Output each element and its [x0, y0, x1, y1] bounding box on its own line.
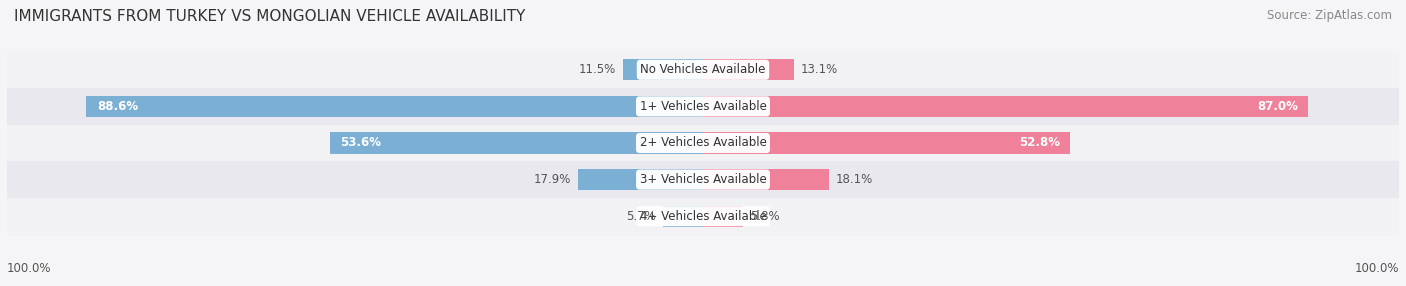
Text: 100.0%: 100.0%: [7, 262, 52, 275]
Text: 5.8%: 5.8%: [751, 210, 780, 223]
Text: IMMIGRANTS FROM TURKEY VS MONGOLIAN VEHICLE AVAILABILITY: IMMIGRANTS FROM TURKEY VS MONGOLIAN VEHI…: [14, 9, 526, 23]
Text: 100.0%: 100.0%: [1354, 262, 1399, 275]
Text: 13.1%: 13.1%: [801, 63, 838, 76]
Bar: [703, 59, 794, 80]
Text: 88.6%: 88.6%: [97, 100, 138, 113]
Bar: [7, 88, 1399, 125]
Bar: [703, 206, 744, 227]
Bar: [623, 59, 703, 80]
Bar: [86, 96, 703, 117]
Text: 4+ Vehicles Available: 4+ Vehicles Available: [640, 210, 766, 223]
Bar: [330, 132, 703, 154]
Text: No Vehicles Available: No Vehicles Available: [640, 63, 766, 76]
Bar: [7, 51, 1399, 88]
Bar: [703, 96, 1309, 117]
Text: 17.9%: 17.9%: [534, 173, 571, 186]
Text: 52.8%: 52.8%: [1019, 136, 1060, 150]
Bar: [703, 132, 1070, 154]
Text: 2+ Vehicles Available: 2+ Vehicles Available: [640, 136, 766, 150]
Bar: [703, 169, 830, 190]
Text: 18.1%: 18.1%: [837, 173, 873, 186]
Bar: [578, 169, 703, 190]
Text: 3+ Vehicles Available: 3+ Vehicles Available: [640, 173, 766, 186]
Text: 53.6%: 53.6%: [340, 136, 381, 150]
Text: 5.7%: 5.7%: [627, 210, 657, 223]
Bar: [7, 161, 1399, 198]
Bar: [7, 198, 1399, 235]
Text: Source: ZipAtlas.com: Source: ZipAtlas.com: [1267, 9, 1392, 21]
Text: 1+ Vehicles Available: 1+ Vehicles Available: [640, 100, 766, 113]
Bar: [7, 125, 1399, 161]
Text: 87.0%: 87.0%: [1257, 100, 1298, 113]
Bar: [664, 206, 703, 227]
Text: 11.5%: 11.5%: [579, 63, 616, 76]
